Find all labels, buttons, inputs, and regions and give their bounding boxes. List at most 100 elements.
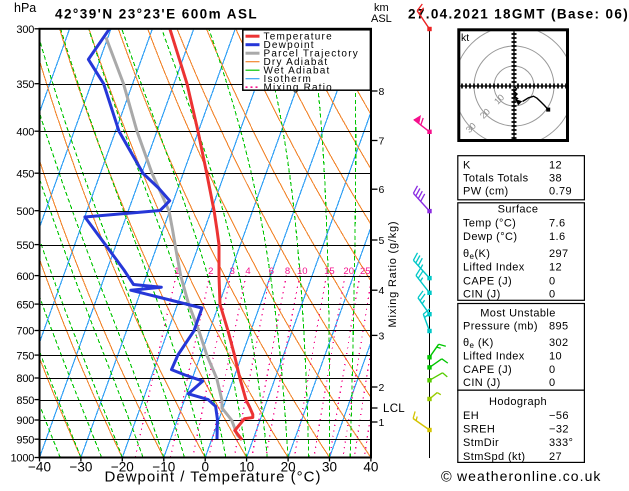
svg-text:900: 900 [16,415,34,427]
svg-text:10: 10 [297,266,308,277]
svg-text:θe (K): θe (K) [463,337,494,350]
svg-text:30: 30 [322,459,337,474]
svg-text:700: 700 [16,326,34,338]
svg-text:Isotherm: Isotherm [264,74,313,85]
svg-text:10: 10 [492,92,506,106]
svg-text:27: 27 [549,451,562,463]
svg-text:−10: −10 [152,459,175,474]
svg-text:1: 1 [379,417,385,429]
svg-text:4: 4 [245,266,250,277]
svg-text:20: 20 [281,459,296,474]
svg-text:LCL: LCL [383,403,405,415]
svg-text:1: 1 [174,266,179,277]
svg-text:Lifted Index: Lifted Index [463,261,525,273]
svg-text:450: 450 [16,168,34,180]
svg-text:7: 7 [379,136,385,148]
svg-text:hPa: hPa [14,1,36,15]
svg-text:Hodograph: Hodograph [489,396,547,408]
svg-text:Mixing Ratio: Mixing Ratio [264,82,333,93]
svg-text:12: 12 [549,159,562,171]
svg-text:SREH: SREH [463,424,495,436]
svg-text:8: 8 [379,86,385,98]
svg-text:5: 5 [379,235,385,247]
svg-text:−40: −40 [28,459,51,474]
svg-text:12: 12 [549,261,562,273]
svg-text:EH: EH [463,410,479,422]
svg-text:Surface: Surface [498,204,539,216]
svg-text:25: 25 [360,266,371,277]
svg-text:Totals Totals: Totals Totals [463,172,529,184]
svg-text:0: 0 [549,289,556,301]
svg-text:750: 750 [16,350,34,362]
svg-text:400: 400 [16,126,34,138]
svg-text:K: K [463,159,471,171]
svg-text:500: 500 [16,206,34,218]
svg-text:Dewpoint: Dewpoint [264,40,315,51]
svg-text:950: 950 [16,434,34,446]
svg-text:kt: kt [461,32,469,44]
svg-text:Dry Adiabat: Dry Adiabat [264,57,329,68]
svg-text:300: 300 [16,24,34,36]
svg-text:StmSpd (kt): StmSpd (kt) [463,451,525,463]
svg-text:Lifted Index: Lifted Index [463,351,525,363]
svg-text:27.04.2021 18GMT (Base: 06): 27.04.2021 18GMT (Base: 06) [408,7,629,22]
svg-text:Mixing Ratio (g/kg): Mixing Ratio (g/kg) [387,221,399,328]
svg-text:−56: −56 [549,410,569,422]
svg-text:302: 302 [549,337,569,349]
svg-text:Pressure (mb): Pressure (mb) [463,321,538,333]
svg-text:38: 38 [549,172,562,184]
svg-text:650: 650 [16,299,34,311]
svg-text:350: 350 [16,79,34,91]
svg-text:weatheronline.co.uk: weatheronline.co.uk [456,468,601,484]
svg-text:600: 600 [16,271,34,283]
svg-text:Most Unstable: Most Unstable [480,307,556,319]
svg-text:PW (cm): PW (cm) [463,186,509,198]
svg-text:3: 3 [379,330,385,342]
svg-text:Dewp (°C): Dewp (°C) [463,231,517,243]
svg-text:6: 6 [379,184,385,196]
svg-text:km: km [374,2,389,14]
svg-text:10: 10 [549,351,562,363]
svg-text:850: 850 [16,395,34,407]
svg-text:0: 0 [549,377,556,389]
svg-text:15: 15 [324,266,335,277]
svg-text:0.79: 0.79 [549,186,572,198]
svg-text:40: 40 [363,459,378,474]
svg-text:30: 30 [464,121,478,135]
svg-text:3: 3 [230,266,235,277]
svg-text:297: 297 [549,248,569,260]
svg-text:−20: −20 [111,459,134,474]
svg-text:CAPE (J): CAPE (J) [463,364,512,376]
svg-text:20: 20 [343,266,354,277]
svg-text:1000: 1000 [11,453,35,465]
svg-text:1.6: 1.6 [549,231,566,243]
svg-text:20: 20 [478,107,492,121]
svg-text:−32: −32 [549,424,569,436]
svg-text:−30: −30 [69,459,92,474]
svg-text:550: 550 [16,240,34,252]
svg-text:2: 2 [208,266,213,277]
svg-text:StmDir: StmDir [463,437,499,449]
svg-text:CIN (J): CIN (J) [463,289,501,301]
svg-text:8: 8 [285,266,290,277]
svg-text:7.6: 7.6 [549,217,566,229]
svg-text:4: 4 [379,285,385,297]
svg-text:CIN (J): CIN (J) [463,377,501,389]
svg-text:CAPE (J): CAPE (J) [463,276,512,288]
svg-text:Temp (°C): Temp (°C) [463,217,516,229]
svg-text:10: 10 [239,459,254,474]
svg-text:800: 800 [16,373,34,385]
svg-text:2: 2 [379,382,385,394]
svg-text:0: 0 [201,459,209,474]
svg-text:42°39'N 23°23'E 600m ASL: 42°39'N 23°23'E 600m ASL [55,7,258,22]
svg-text:333°: 333° [549,437,573,449]
svg-text:0: 0 [549,364,556,376]
svg-text:θe(K): θe(K) [463,248,490,261]
svg-text:6: 6 [269,266,274,277]
svg-text:©: © [441,470,452,486]
svg-text:Dewpoint / Temperature (°C): Dewpoint / Temperature (°C) [105,468,322,485]
svg-text:895: 895 [549,321,569,333]
svg-text:ASL: ASL [371,13,392,25]
svg-text:Parcel Trajectory: Parcel Trajectory [264,48,359,59]
svg-text:0: 0 [549,276,556,288]
